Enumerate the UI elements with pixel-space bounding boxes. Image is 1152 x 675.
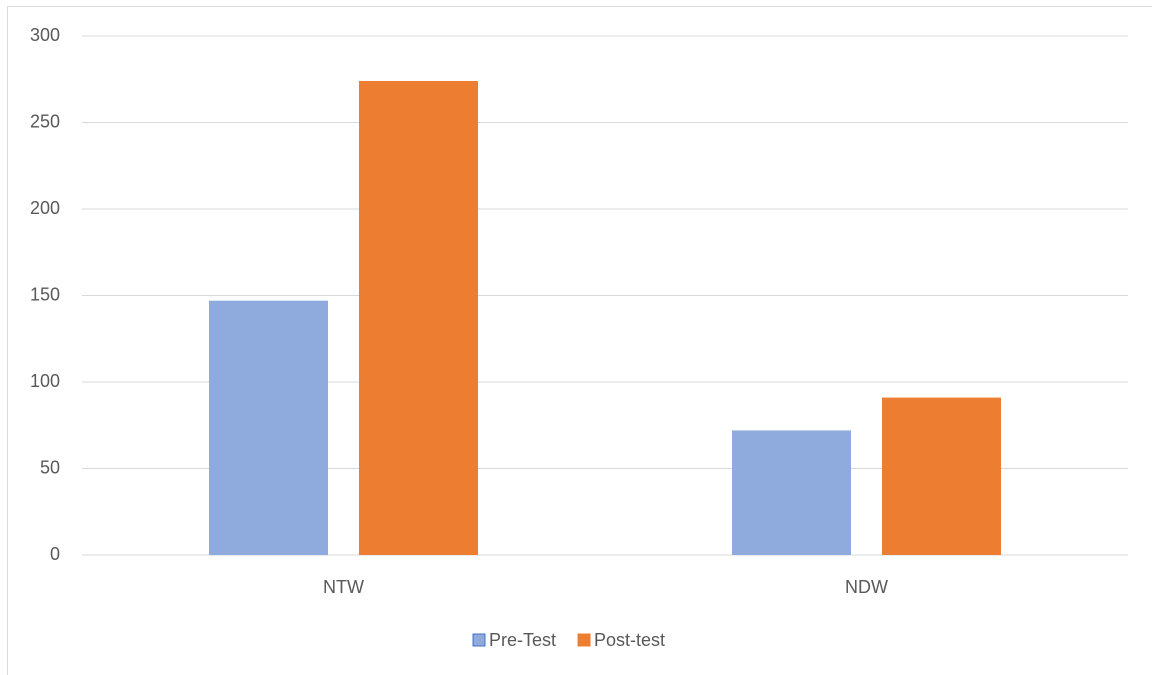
- bar: [732, 430, 851, 555]
- bar: [209, 300, 328, 555]
- bar: [882, 397, 1001, 555]
- y-tick-label: 200: [30, 198, 60, 218]
- legend-label: Post-test: [594, 630, 665, 650]
- x-tick-label: NTW: [323, 577, 364, 597]
- bar: [359, 80, 478, 555]
- chart-frame: [7, 6, 1152, 675]
- y-tick-label: 0: [50, 544, 60, 564]
- legend-label: Pre-Test: [489, 630, 556, 650]
- y-tick-label: 150: [30, 284, 60, 304]
- y-tick-label: 100: [30, 371, 60, 391]
- x-tick-label: NDW: [845, 577, 888, 597]
- y-tick-label: 250: [30, 111, 60, 131]
- legend-swatch: [577, 633, 591, 647]
- y-tick-label: 300: [30, 25, 60, 45]
- legend-swatch: [472, 633, 486, 647]
- y-tick-label: 50: [40, 457, 60, 477]
